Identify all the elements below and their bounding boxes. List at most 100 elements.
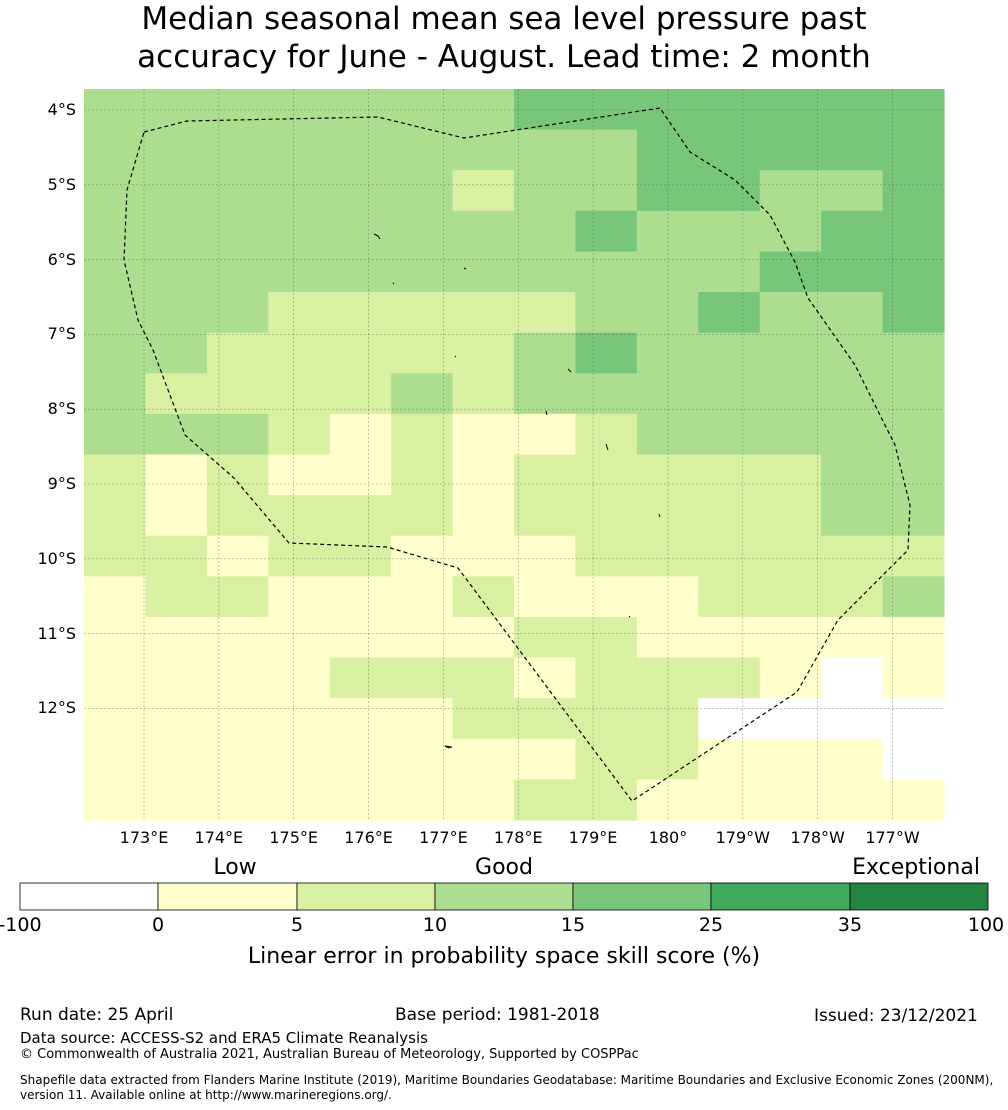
cb-tick: 10 [422,914,448,936]
grid-cell [759,413,822,456]
grid-cell [698,779,761,821]
lon-label: 177°W [865,828,920,847]
lon-label: 174°E [194,828,244,847]
grid-cell [329,738,392,780]
grid-cell [698,576,761,618]
colorbar-segment [19,882,159,911]
grid-cell [84,576,147,618]
grid-cell [759,129,822,171]
grid-cell [145,170,208,212]
grid-cell [882,210,945,253]
grid-cell [575,129,638,171]
grid-cell [145,616,208,659]
shapefile-credit-1: Shapefile data extracted from Flanders M… [20,1073,994,1087]
grid-cell [452,576,515,618]
grid-cell [821,698,884,740]
lat-label: 12°S [37,698,76,718]
grid-cell [821,495,884,537]
grid-cell [145,89,208,131]
grid-cell [698,495,761,537]
grid-cell [206,332,269,374]
grid-cell [145,779,208,821]
grid-cell [145,738,208,780]
grid-cell [84,495,147,537]
colorbar-segment [849,882,989,911]
grid-cell [821,454,884,496]
grid-cell [575,373,638,415]
grid-cell [821,413,884,456]
base-period: Base period: 1981-2018 [395,1005,600,1025]
colorbar-segment [434,882,574,911]
copyright: © Commonwealth of Australia 2021, Austra… [20,1047,639,1062]
grid-cell [452,413,515,456]
islands [373,233,661,749]
grid-cell [84,413,147,456]
grid-cell [759,576,822,618]
grid-cell [206,89,269,131]
grid-cell [514,779,577,821]
grid-cell [145,210,208,253]
grid-cell [329,454,392,496]
grid-cell [759,332,822,374]
grid-cell [575,535,638,577]
grid-cell [391,292,454,334]
grid-cell [821,576,884,618]
grid-cell [452,657,515,699]
grid-cell [145,129,208,171]
lon-label: 176°E [344,828,393,847]
grid-cell [882,373,945,415]
grid-cell [206,251,269,293]
grid-cell [759,657,822,699]
grid-cell [759,170,822,212]
grid-cell [268,738,331,780]
grid-cell [821,251,884,293]
grid-cell [268,292,331,334]
grid-cell [206,129,269,171]
grid-cell [268,413,331,456]
grid-cell [268,251,331,293]
grid-cell [882,454,945,496]
grid-cell [452,170,515,212]
grid-cell [391,616,454,659]
grid-cell [329,292,392,334]
grid-cell [329,251,392,293]
lon-label: 179°E [568,828,618,847]
grid-cell [514,170,577,212]
lat-label: 11°S [37,623,76,643]
grid-cell [514,373,577,415]
cb-tick: 0 [151,914,165,936]
grid-cell [698,292,761,334]
colorbar-segment [157,882,298,911]
grid-cell [206,657,269,699]
grid-cell [391,413,454,456]
grid-cell [145,332,208,374]
grid-cell [882,657,945,699]
grid-cell [145,698,208,740]
grid-cell [206,495,269,537]
grid-cell [882,251,945,293]
grid-cell [759,616,822,659]
lon-label: 180° [648,828,688,847]
grid-cell [206,698,269,740]
grid-cell [821,535,884,577]
lon-label: 179°W [715,828,770,847]
grid-cell [514,495,577,537]
grid-cell [575,738,638,780]
grid-cell [391,657,454,699]
grid-cell [575,779,638,821]
data-source: Data source: ACCESS-S2 and ERA5 Climate … [20,1029,428,1047]
grid-cell [145,373,208,415]
grid-cell [759,738,822,780]
grid-cell [391,535,454,577]
cb-tick: -100 [0,914,42,936]
grid-cell [759,495,822,537]
grid-cell [821,657,884,699]
grid-cell [391,454,454,496]
grid-cell [514,535,577,577]
lat-label: 9°S [47,474,76,493]
grid-cell [882,413,945,456]
grid-cell [391,373,454,415]
lon-label: 178°E [493,828,543,847]
grid-cell [759,535,822,577]
grid-cell [268,332,331,374]
